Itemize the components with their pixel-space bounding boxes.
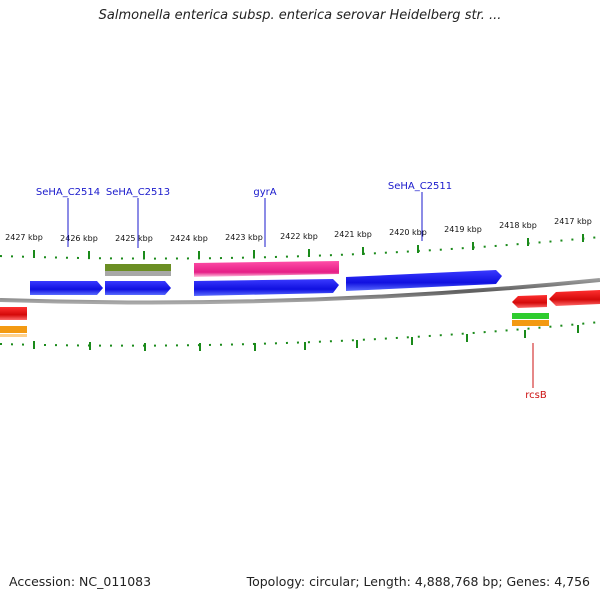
rcsB-orange-feature[interactable] [512, 320, 549, 326]
gene-arrow-red-right[interactable] [549, 290, 600, 306]
gray-feature[interactable] [105, 271, 171, 276]
gene-arrow-SeHA_C2513[interactable] [105, 281, 171, 295]
reverse-strand-track [0, 290, 600, 337]
label-leaders [67, 192, 534, 388]
accession-info: Accession: NC_011083 [9, 574, 151, 589]
axis-tick-label: 2427 kbp [5, 233, 43, 242]
length-label: Length: [363, 574, 411, 589]
axis-tick-label: 2417 kbp [554, 217, 592, 226]
genes-label: Genes: [506, 574, 551, 589]
axis-tick-label: 2426 kbp [60, 234, 98, 243]
gene-labels: SeHA_C2514 SeHA_C2513 gyrA SeHA_C2511 rc… [36, 181, 547, 401]
rcsB-green-feature[interactable] [512, 313, 549, 319]
forward-strand-track [30, 261, 502, 296]
genome-backbone [0, 278, 600, 305]
gene-label-gyrA[interactable]: gyrA [253, 187, 276, 198]
gene-label-SeHA_C2511[interactable]: SeHA_C2511 [388, 181, 452, 192]
orange-underline-left [0, 334, 27, 337]
genome-title: Salmonella enterica subsp. enterica sero… [98, 8, 502, 23]
axis-tick-label: 2422 kbp [280, 232, 318, 241]
orange-feature-left[interactable] [0, 326, 27, 333]
accession-label: Accession: [9, 574, 76, 589]
gyrA-pink-feature[interactable] [194, 261, 339, 277]
gene-arrow-SeHA_C2511[interactable] [346, 270, 502, 291]
length-value: 4,888,768 bp [414, 574, 499, 589]
topology-label: Topology: [246, 574, 306, 589]
axis-tick-label: 2421 kbp [334, 230, 372, 239]
genome-stats: Topology: circular; Length: 4,888,768 bp… [246, 574, 590, 589]
major-ticks [33, 234, 584, 259]
genes-value: 4,756 [554, 574, 590, 589]
gene-block-red-left[interactable] [0, 307, 27, 320]
outer-tick-ring: 2427 kbp 2426 kbp 2425 kbp 2424 kbp 2423 kbp… [0, 217, 600, 260]
gene-arrow-gyrA[interactable] [194, 279, 339, 296]
olive-feature[interactable] [105, 264, 171, 271]
inner-tick-ring [0, 321, 600, 351]
gene-label-SeHA_C2514[interactable]: SeHA_C2514 [36, 187, 100, 198]
gene-label-SeHA_C2513[interactable]: SeHA_C2513 [106, 187, 170, 198]
topology-value: circular [309, 574, 356, 589]
axis-tick-label: 2424 kbp [170, 234, 208, 243]
axis-tick-label: 2423 kbp [225, 233, 263, 242]
axis-tick-label: 2420 kbp [389, 228, 427, 237]
axis-tick-labels: 2427 kbp 2426 kbp 2425 kbp 2424 kbp 2423 kbp… [5, 217, 592, 243]
gene-arrow-SeHA_C2514[interactable] [30, 281, 103, 295]
axis-tick-label: 2419 kbp [444, 225, 482, 234]
axis-tick-label: 2425 kbp [115, 234, 153, 243]
axis-tick-label: 2418 kbp [499, 221, 537, 230]
gene-arrow-rcsB[interactable] [512, 295, 547, 308]
gene-label-rcsB[interactable]: rcsB [525, 390, 547, 401]
accession-value: NC_011083 [79, 574, 152, 589]
